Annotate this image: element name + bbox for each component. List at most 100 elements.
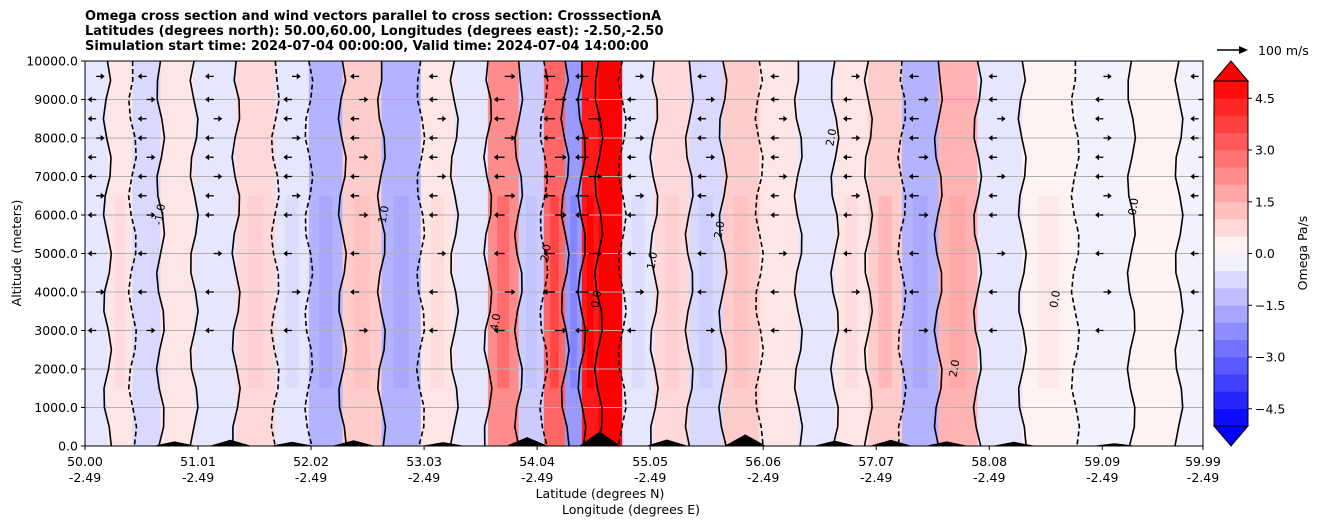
contour-line <box>155 61 166 446</box>
contour-line <box>560 61 570 446</box>
contour-line <box>793 61 804 446</box>
colorbar-tick-label: 3.0 <box>1255 143 1275 158</box>
wind-vector-head <box>1107 135 1112 141</box>
wind-vector-head <box>296 73 301 80</box>
wind-vector-head <box>442 173 447 180</box>
contour-line <box>1174 61 1184 446</box>
wind-vector-head <box>543 289 548 295</box>
wind-vector-head <box>842 173 847 180</box>
contour-line <box>754 61 765 446</box>
colorbar-tick-label: 4.5 <box>1255 91 1275 106</box>
chart-title-line-2: Latitudes (degrees north): 50.00,60.00, … <box>85 24 664 39</box>
wind-vector-head <box>1001 115 1006 122</box>
contour-line <box>617 61 628 446</box>
colorbar-segment <box>1214 167 1248 185</box>
wind-vector-head <box>640 135 645 141</box>
wind-vector-head <box>988 135 993 141</box>
wind-vector-head <box>350 115 355 122</box>
wind-vector-head <box>137 192 142 199</box>
colorbar-segment <box>1214 81 1248 99</box>
wind-vector-head <box>87 115 92 122</box>
wind-vector-head <box>697 135 702 141</box>
colorbar-segment <box>1214 357 1248 375</box>
wind-vector-head <box>428 289 433 295</box>
colorbar-segment <box>1214 305 1248 323</box>
contour-line <box>513 61 524 446</box>
wind-vector-head <box>87 212 92 218</box>
wind-vector-head <box>493 115 498 122</box>
wind-vector-head <box>218 115 223 122</box>
colorbar-segment <box>1214 219 1248 237</box>
wind-vector-head <box>151 154 156 161</box>
wind-vector-head <box>711 96 716 103</box>
contour-line <box>649 61 659 446</box>
wind-vector-head <box>137 115 142 122</box>
contour-label: 0.0 <box>1126 197 1142 216</box>
colorbar-segment <box>1214 339 1248 358</box>
contour-line <box>376 61 387 446</box>
wind-vector-head <box>1107 289 1112 295</box>
wind-vector-head <box>711 327 716 334</box>
wind-vector-head <box>137 73 142 80</box>
y-tick-label: 9000.0 <box>34 92 78 107</box>
x-tick-label-lon: -2.49 <box>295 470 327 485</box>
wind-vector-head <box>100 135 105 141</box>
y-tick-label: 7000.0 <box>34 169 78 184</box>
wind-vector-head <box>770 73 775 80</box>
contour-line <box>972 61 983 446</box>
wind-vector-head <box>493 173 498 180</box>
wind-vector-head <box>1190 173 1195 180</box>
wind-vector-head <box>1190 135 1195 141</box>
wind-vector-head <box>442 115 447 122</box>
wind-vector-head <box>137 289 142 295</box>
y-tick-label: 4000.0 <box>34 285 78 300</box>
wind-vector-head <box>856 73 861 80</box>
wind-vector-head <box>100 73 105 80</box>
wind-vector-head <box>924 212 929 218</box>
contour-label: 2.0 <box>823 128 839 147</box>
contour-line <box>718 61 728 446</box>
wind-vector-head <box>856 135 861 141</box>
wind-vector-head <box>783 250 788 257</box>
contour-line <box>337 61 348 446</box>
wind-vector-head <box>783 115 788 122</box>
wind-vector-head <box>626 115 631 122</box>
wind-vector-head <box>575 327 580 334</box>
wind-vector-head <box>575 135 580 141</box>
wind-vector-head <box>842 327 847 334</box>
wind-vector-head <box>770 327 775 334</box>
x-tick-label-lon: -2.49 <box>860 470 892 485</box>
colorbar-tick-label: 0.0 <box>1255 246 1275 261</box>
wind-vector-head <box>1095 250 1100 257</box>
x-tick-label-lat: 59.09 <box>1084 454 1120 469</box>
wind-vector-head <box>770 154 775 161</box>
chart-title-line-3: Simulation start time: 2024-07-04 00:00:… <box>85 39 649 54</box>
colorbar-segment <box>1214 391 1248 410</box>
wind-vector-head <box>205 96 210 103</box>
wind-vector-head <box>575 73 580 80</box>
wind-vector-head <box>842 154 847 161</box>
wind-vector-head <box>1107 73 1112 80</box>
colorbar-segment <box>1214 374 1248 392</box>
wind-vector-head <box>924 96 929 103</box>
wind-vector-head <box>493 154 498 161</box>
wind-vector-head <box>1190 115 1195 122</box>
contour-label: -1.0 <box>152 203 169 226</box>
wind-vector-head <box>562 96 567 103</box>
contour-label: 1.0 <box>376 205 392 224</box>
colorbar-tick-label: 1.5 <box>1255 194 1275 209</box>
wind-vector-head <box>428 192 433 199</box>
wind-vector-head <box>562 327 567 334</box>
wind-vector-head <box>283 154 288 161</box>
contour-label: 0.0 <box>1047 289 1063 308</box>
wind-vector-head <box>575 96 580 103</box>
contour-line <box>270 61 281 446</box>
wind-vector-head <box>543 115 548 122</box>
colorbar-segment <box>1214 98 1248 116</box>
wind-vector-head <box>697 73 702 80</box>
x-tick-label-lon: -2.49 <box>973 470 1005 485</box>
wind-vector-head <box>511 135 516 141</box>
wind-vector-head <box>988 154 993 161</box>
x-tick-label-lon: -2.49 <box>182 470 214 485</box>
wind-vector-head <box>428 154 433 161</box>
